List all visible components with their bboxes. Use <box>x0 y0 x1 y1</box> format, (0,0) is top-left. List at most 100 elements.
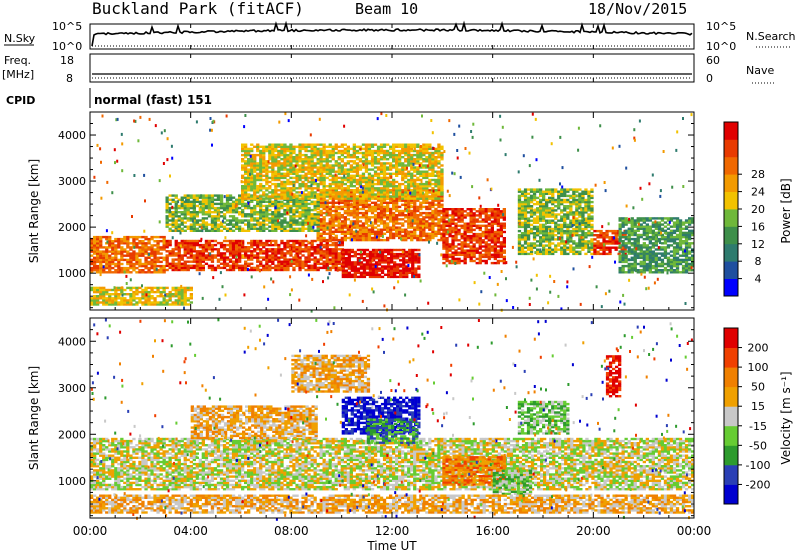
power-echo-cell <box>325 172 329 175</box>
power-echo-cell <box>186 239 190 243</box>
power-echo-cell <box>539 207 543 210</box>
power-echo-cell <box>349 191 353 194</box>
power-echo-cell <box>362 275 367 279</box>
power-echo-cell <box>186 211 190 214</box>
power-echo-cell <box>376 224 381 227</box>
power-echo-cell <box>419 238 423 242</box>
power-echo-cell <box>138 271 142 274</box>
power-echo-cell <box>247 197 251 200</box>
power-echo-cell <box>532 238 537 241</box>
power-echo-cell <box>201 223 205 226</box>
power-echo-cell <box>487 247 491 250</box>
power-echo-cell <box>460 232 464 236</box>
power-echo-cell <box>431 203 435 206</box>
power-echo-cell <box>241 200 245 203</box>
power-echo-cell <box>283 256 287 259</box>
power-echo-cell <box>192 266 196 270</box>
power-echo-cell <box>280 143 284 146</box>
power-echo-cell <box>575 219 579 222</box>
power-echo-cell <box>393 273 397 276</box>
power-echo-cell <box>150 252 154 255</box>
power-echo-cell <box>539 236 543 239</box>
power-echo-cell <box>277 248 281 251</box>
power-echo-cell <box>283 213 287 216</box>
power-echo-cell <box>377 269 382 272</box>
power-echo-cell <box>219 200 224 203</box>
power-echo-cell <box>298 197 302 200</box>
power-echo-cell <box>611 242 615 245</box>
power-echo-cell <box>319 160 323 163</box>
power-echo-cell <box>90 299 94 302</box>
power-echo-cell <box>448 259 452 263</box>
power-echo-cell <box>111 299 115 302</box>
power-echo-cell <box>496 259 500 263</box>
power-echo-cell <box>325 191 329 194</box>
power-echo-cell <box>277 246 281 249</box>
power-echo-cell <box>250 262 254 265</box>
power-echo-cell <box>247 174 251 177</box>
power-echo-cell <box>171 254 175 257</box>
power-echo-cell <box>126 260 130 264</box>
power-echo-cell <box>304 197 308 200</box>
power-echo-cell <box>331 260 335 263</box>
power-echo-cell <box>545 236 549 239</box>
power-echo-cell <box>295 204 299 208</box>
power-echo-cell <box>490 224 494 227</box>
power-echo-cell <box>322 180 326 184</box>
power-echo-cell <box>304 211 308 214</box>
power-echo-cell <box>575 242 579 245</box>
power-echo-cell <box>566 205 570 208</box>
power-echo-cell <box>502 212 506 215</box>
power-echo-cell <box>180 204 184 208</box>
power-echo-cell <box>404 209 408 213</box>
power-echo-cell <box>135 246 139 249</box>
power-echo-cell <box>247 164 251 167</box>
power-echo-cell <box>548 244 552 247</box>
power-echo-cell <box>608 242 612 245</box>
power-echo-cell <box>250 254 254 257</box>
power-echo-cell <box>493 255 497 259</box>
power-echo-cell <box>569 211 573 214</box>
power-echo-cell <box>111 262 115 266</box>
power-echo-cell <box>545 190 549 193</box>
power-echo-cell <box>499 214 503 217</box>
power-echo-cell <box>102 246 106 249</box>
power-echo-cell <box>292 258 296 261</box>
power-echo-cell <box>238 194 242 197</box>
power-echo-cell <box>532 217 537 220</box>
power-echo-cell <box>417 267 421 270</box>
power-echo-cell <box>310 215 314 218</box>
power-echo-cell <box>259 156 263 159</box>
power-echo-cell <box>407 222 411 225</box>
power-echo-cell <box>174 286 178 290</box>
power-echo-cell <box>517 240 522 243</box>
power-echo-cell <box>292 158 296 161</box>
power-echo-cell <box>90 266 94 270</box>
power-echo-cell <box>402 252 406 256</box>
power-echo-cell <box>478 257 482 261</box>
power-echo-cell <box>286 187 290 190</box>
power-echo-cell <box>422 232 426 235</box>
power-echo-cell <box>376 234 381 238</box>
power-echo-cell <box>256 153 260 157</box>
power-echo-cell <box>414 269 418 272</box>
power-echo-cell <box>361 214 366 217</box>
power-echo-cell <box>407 209 411 213</box>
power-echo-cell <box>502 218 506 221</box>
power-echo-cell <box>298 266 302 270</box>
power-echo-cell <box>331 209 335 213</box>
power-echo-cell <box>301 229 305 232</box>
power-echo-cell <box>496 249 500 252</box>
power-echo-cell <box>614 248 618 251</box>
power-echo-cell <box>180 241 184 245</box>
power-echo-cell <box>337 238 341 242</box>
power-echo-cell <box>183 213 187 216</box>
power-echo-cell <box>171 221 175 224</box>
power-echo-cell <box>219 252 224 255</box>
power-echo-cell <box>313 268 317 272</box>
power-echo-cell <box>614 246 618 249</box>
power-echo-cell <box>111 250 115 253</box>
power-echo-cell <box>313 166 317 169</box>
power-echo-cell <box>584 232 588 235</box>
power-echo-cell <box>189 295 193 298</box>
